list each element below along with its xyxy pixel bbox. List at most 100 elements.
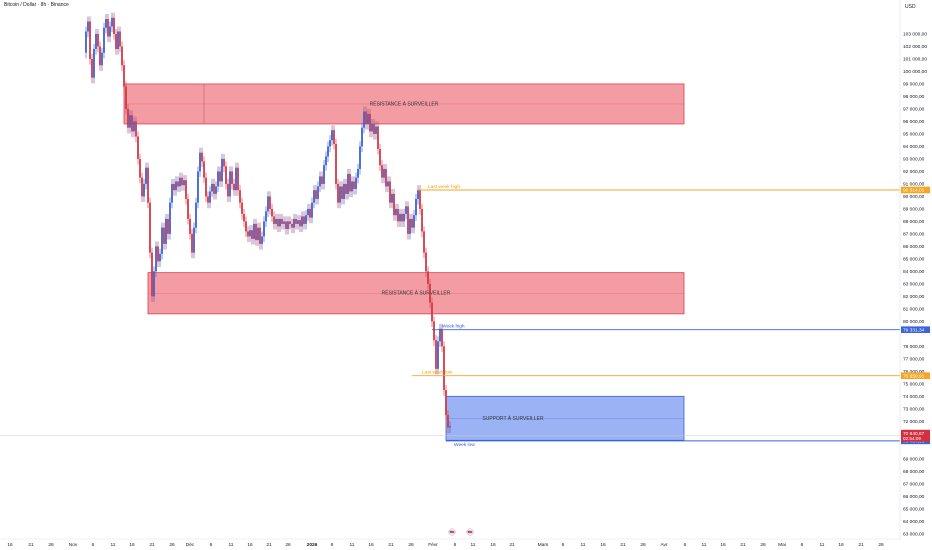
price-tick-label: 87 000,00 (903, 232, 925, 238)
candle-body (261, 236, 263, 244)
time-tick-label: 26 (408, 542, 414, 548)
time-tick-label: Nov (69, 542, 78, 548)
price-tick-label: 85 000,00 (903, 257, 925, 263)
candle-body (297, 220, 299, 224)
candle-body (409, 218, 411, 234)
time-tick-label: 21 (858, 542, 864, 548)
candle-body (223, 158, 225, 167)
candle-body (187, 198, 189, 219)
candle-body (337, 183, 339, 203)
candle-body (221, 158, 223, 182)
candle-body (281, 218, 283, 224)
candle-body (257, 227, 259, 241)
candle-body (179, 177, 181, 187)
candle-body (199, 152, 201, 172)
candle-body (139, 158, 141, 178)
candle-body (277, 218, 279, 227)
candle-body (365, 111, 367, 124)
symbol-title[interactable]: Bitcoin / Dollar · 8h · Binance (4, 2, 69, 8)
time-tick-label: 16 (247, 542, 253, 548)
candle-body (349, 173, 351, 192)
candle-body (283, 221, 285, 224)
candle-body (427, 271, 429, 284)
candle-body (253, 223, 255, 239)
candle-body (315, 190, 317, 199)
candle-body (177, 181, 179, 187)
candle-body (197, 171, 199, 203)
price-tick-label: 81 000,00 (903, 307, 925, 313)
candle-body (85, 31, 87, 53)
currency-label[interactable]: USD (905, 4, 916, 10)
price-tick-label: 82 000,00 (903, 294, 925, 300)
candle-body (227, 183, 229, 197)
candle-body (233, 183, 235, 191)
price-tag-label: 90 514,01 (903, 188, 925, 194)
time-tick-label: 26 (48, 542, 54, 548)
price-tick-label: 92 000,00 (903, 169, 925, 175)
candle-body (109, 26, 111, 37)
price-tag (901, 372, 930, 379)
candle-body (339, 186, 341, 203)
time-tick-label: 16 (490, 542, 496, 548)
time-tick-label: 16 (368, 542, 374, 548)
candle-body (433, 321, 435, 341)
price-tick-label: 93 000,00 (903, 157, 925, 163)
candle-body (343, 183, 345, 199)
time-tick-label: 6 (562, 542, 565, 548)
candle-body (111, 17, 113, 27)
event-flag-icon-fill (467, 530, 473, 534)
candle-body (189, 218, 191, 234)
price-tick-label: 103 000,00 (903, 32, 927, 38)
candle-body (193, 227, 195, 253)
candle-body (419, 190, 421, 209)
price-tick-label: 84 000,00 (903, 269, 925, 275)
candle-body (265, 211, 267, 222)
time-tick-label: Févr (428, 542, 438, 548)
candle-body (393, 193, 395, 216)
candle-body (355, 177, 357, 189)
candle-body (169, 202, 171, 234)
bar-countdown: 02:54:09 (903, 436, 921, 441)
candle-body (131, 115, 133, 132)
candle-body (321, 176, 323, 184)
candle-body (133, 121, 135, 132)
candle-body (229, 171, 231, 197)
candle-body (361, 127, 363, 147)
candle-body (183, 180, 185, 186)
price-tick-label: 75 000,00 (903, 382, 925, 388)
time-tick-label: 21 (28, 542, 34, 548)
price-tick-label: 89 000,00 (903, 207, 925, 213)
candle-body (103, 27, 105, 53)
candle-body (137, 136, 139, 159)
candle-body (377, 126, 379, 149)
candle-body (429, 283, 431, 303)
candle-body (101, 52, 103, 66)
candle-body (195, 202, 197, 228)
price-tick-label: 80 000,00 (903, 319, 925, 325)
price-tick-label: 100 000,00 (903, 69, 927, 75)
candle-body (323, 165, 325, 184)
candle-body (359, 146, 361, 169)
candle-body (399, 213, 401, 222)
candle-body (91, 58, 93, 78)
candle-body (163, 227, 165, 244)
level-label: Last week low (422, 370, 453, 376)
candle-body (335, 143, 337, 184)
candle-body (395, 208, 397, 216)
candle-body (161, 227, 163, 254)
candle-body (279, 218, 281, 227)
time-tick-label: 21 (620, 542, 626, 548)
time-tick-label: 21 (149, 542, 155, 548)
time-tick-label: 26 (760, 542, 766, 548)
candle-body (387, 181, 389, 187)
candle-body (411, 218, 413, 228)
level-label: Week low (454, 442, 475, 448)
price-tick-label: 95 000,00 (903, 132, 925, 138)
candle-body (389, 181, 391, 203)
candle-body (225, 166, 227, 184)
price-tick-label: 97 000,00 (903, 107, 925, 113)
candle-body (435, 340, 437, 369)
candle-body (397, 208, 399, 222)
